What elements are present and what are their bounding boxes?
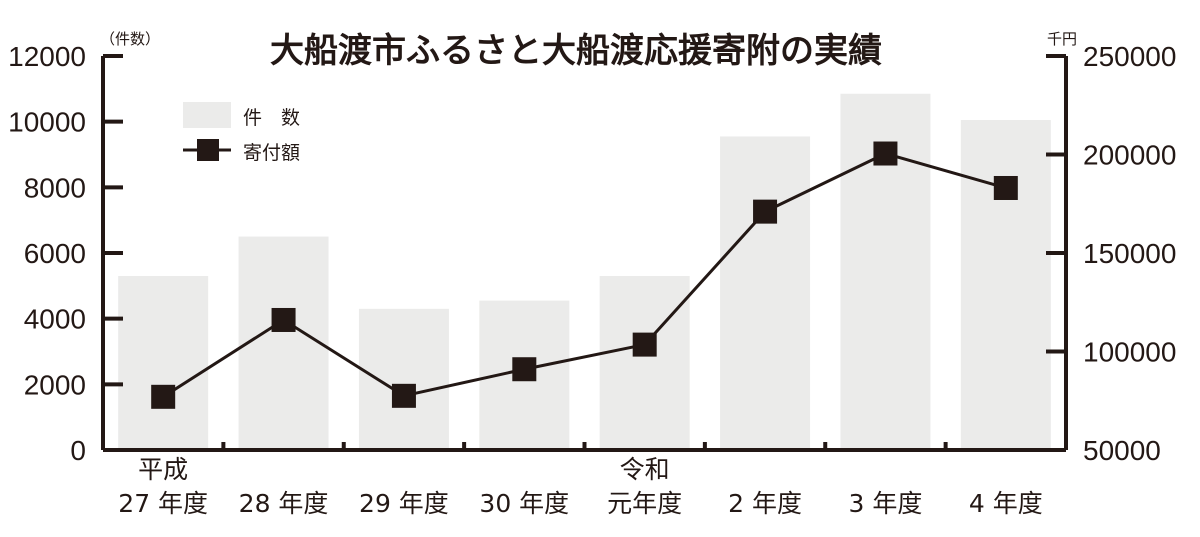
bar-5 [720,136,811,451]
right-tick-label-0: 50000 [1083,435,1161,466]
left-tick-label-0: 0 [70,435,86,466]
category-label-7: 4 年度 [969,489,1043,518]
category-label-2: 29 年度 [359,489,449,518]
category-label-0: 27 年度 [118,489,208,518]
bar-4 [599,275,690,450]
left-tick-label-1: 2000 [24,369,86,400]
bar-7 [960,120,1051,451]
right-axis-unit: 千円 [1047,30,1077,48]
donation-marker-3 [512,357,537,382]
donation-marker-4 [632,332,657,357]
left-tick-label-2: 4000 [24,304,86,335]
right-tick-label-1: 100000 [1083,337,1176,368]
donation-marker-1 [271,307,296,332]
left-tick-label-5: 10000 [8,107,86,138]
donation-line [162,151,1007,399]
left-tick-label-3: 6000 [24,238,86,269]
bar-2 [358,308,449,450]
left-axis-unit: （件数） [100,30,160,48]
bar-0 [118,275,209,450]
donation-marker-2 [391,383,416,408]
donation-marker-7 [993,175,1018,200]
legend: 件 数 寄付額 [183,102,300,164]
left-tick-label-6: 12000 [8,41,86,72]
category-label-line1-0: 平成 [138,455,188,484]
legend-line-label: 寄付額 [243,142,300,164]
category-label-6: 3 年度 [849,489,923,518]
legend-bar-label: 件 数 [243,107,300,129]
legend-bar-swatch [183,102,231,128]
right-tick-label-3: 200000 [1083,140,1176,171]
category-label-1: 28 年度 [239,489,329,518]
left-tick-label-4: 8000 [24,172,86,203]
category-label-3: 30 年度 [479,489,569,518]
bar-1 [238,236,329,450]
donation-marker-6 [873,141,898,166]
category-label-line1-4: 令和 [620,455,670,484]
right-tick-label-4: 250000 [1083,41,1176,72]
chart-title: 大船渡市ふるさと大船渡応援寄附の実績 [270,31,882,71]
donation-marker-5 [753,199,778,224]
right-tick-label-2: 150000 [1083,238,1176,269]
category-label-4: 元年度 [607,489,682,518]
donation-marker-0 [151,384,176,409]
legend-marker-swatch [197,139,219,161]
category-label-5: 2 年度 [728,489,802,518]
